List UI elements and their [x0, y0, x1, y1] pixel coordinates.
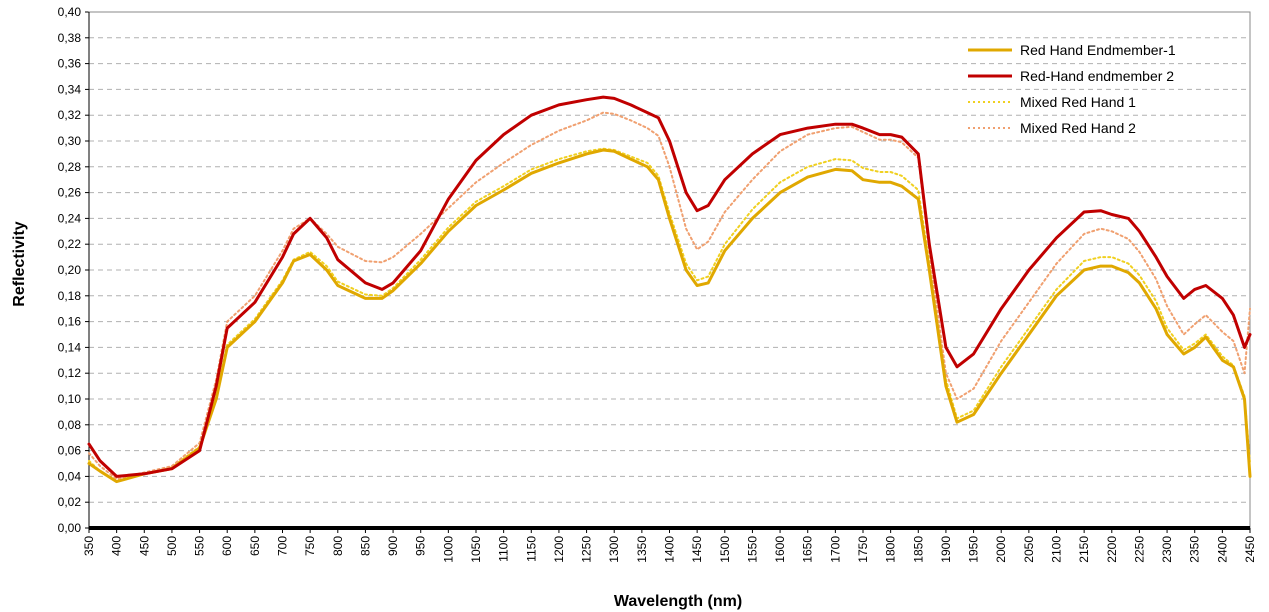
x-tick-labels: 350 400 450 500 550 600 650 700 750 800 850 900 950 1… — [82, 536, 1257, 563]
x-tick-label: 850 — [358, 536, 372, 556]
x-tick-label: 450 — [137, 536, 151, 556]
x-tick-label: 1500 — [718, 536, 732, 563]
x-tick-label: 2000 — [994, 536, 1008, 563]
x-tick-label: 650 — [248, 536, 262, 556]
x-tick-label: 1750 — [856, 536, 870, 563]
x-tick-label: 750 — [303, 536, 317, 556]
x-tick-label: 1400 — [663, 536, 677, 563]
y-tick-label: 0,16 — [58, 315, 82, 329]
x-tick-label: 2250 — [1132, 536, 1146, 563]
y-tick-label: 0,12 — [58, 366, 82, 380]
y-tick-label: 0,28 — [58, 160, 82, 174]
x-tick-label: 1900 — [939, 536, 953, 563]
y-tick-label: 0,06 — [58, 444, 82, 458]
y-tick-label: 0,18 — [58, 289, 82, 303]
x-tick-label: 550 — [193, 536, 207, 556]
axes — [85, 11, 1251, 533]
x-tick-label: 2150 — [1077, 536, 1091, 563]
x-tick-label: 900 — [386, 536, 400, 556]
x-tick-label: 1650 — [801, 536, 815, 563]
x-tick-label: 2450 — [1243, 536, 1257, 563]
x-tick-label: 1150 — [524, 536, 538, 562]
legend-label-1: Red Hand Endmember-1 — [1020, 42, 1176, 58]
series-line-4 — [88, 111, 1251, 480]
x-tick-label: 500 — [165, 536, 179, 556]
legend-label-3: Mixed Red Hand 1 — [1020, 94, 1136, 110]
legend-label-4: Mixed Red Hand 2 — [1020, 120, 1136, 136]
y-tick-label: 0,20 — [58, 263, 82, 277]
y-tick-label: 0,08 — [58, 418, 82, 432]
x-tick-label: 950 — [414, 536, 428, 556]
x-tick-label: 1700 — [828, 536, 842, 563]
y-tick-label: 0,40 — [58, 5, 82, 19]
y-tick-label: 0,22 — [58, 237, 82, 251]
x-tick-label: 800 — [331, 536, 345, 556]
y-tick-label: 0,02 — [58, 495, 82, 509]
x-tick-label: 1450 — [690, 536, 704, 563]
x-tick-label: 1600 — [773, 536, 787, 563]
x-axis-title: Wavelength (nm) — [614, 593, 742, 610]
x-tick-label: 400 — [110, 536, 124, 556]
y-tick-label: 0,00 — [58, 521, 82, 535]
x-tick-label: 1950 — [967, 536, 981, 563]
x-tick-label: 1200 — [552, 536, 566, 563]
series-line-1 — [87, 148, 1252, 484]
y-tick-label: 0,34 — [58, 82, 82, 96]
x-tick-label: 1300 — [607, 536, 621, 563]
y-tick-label: 0,36 — [58, 57, 82, 71]
x-tick-label: 1050 — [469, 536, 483, 563]
y-tick-label: 0,14 — [58, 340, 82, 354]
legend-label-2: Red-Hand endmember 2 — [1020, 68, 1174, 84]
y-tick-label: 0,38 — [58, 31, 82, 45]
x-tick-label: 1350 — [635, 536, 649, 563]
x-tick-label: 2100 — [1050, 536, 1064, 563]
y-tick-label: 0,10 — [58, 392, 82, 406]
y-tick-label: 0,32 — [58, 108, 82, 122]
y-tick-label: 0,04 — [58, 469, 82, 483]
x-tick-label: 1800 — [884, 536, 898, 563]
series-line-3 — [88, 147, 1251, 483]
x-tick-label: 2050 — [1022, 536, 1036, 563]
x-tick-label: 2350 — [1188, 536, 1202, 563]
x-tick-label: 1000 — [441, 536, 455, 563]
y-tick-label: 0,24 — [58, 211, 82, 225]
legend: Red Hand Endmember-1 Red-Hand endmember 2… — [968, 42, 1176, 136]
y-axis-title: Reflectivity — [11, 221, 28, 306]
series-lines — [87, 95, 1252, 484]
y-tick-labels: 0,00 0,02 0,04 0,06 0,08 0,10 0,12 0,14 0,16 0,18… — [58, 5, 82, 535]
y-tick-label: 0,30 — [58, 134, 82, 148]
y-tick-label: 0,26 — [58, 186, 82, 200]
x-tick-label: 1550 — [745, 536, 759, 563]
series-line-2 — [87, 95, 1252, 478]
x-tick-label: 700 — [276, 536, 290, 556]
x-tick-label: 600 — [220, 536, 234, 556]
x-tick-label: 2200 — [1105, 536, 1119, 563]
x-tick-label: 350 — [82, 536, 96, 556]
x-tick-label: 1100 — [497, 536, 511, 562]
x-tick-label: 1250 — [580, 536, 594, 563]
x-tick-label: 2300 — [1160, 536, 1174, 563]
x-tick-label: 2400 — [1215, 536, 1229, 563]
x-tick-label: 1850 — [911, 536, 925, 563]
